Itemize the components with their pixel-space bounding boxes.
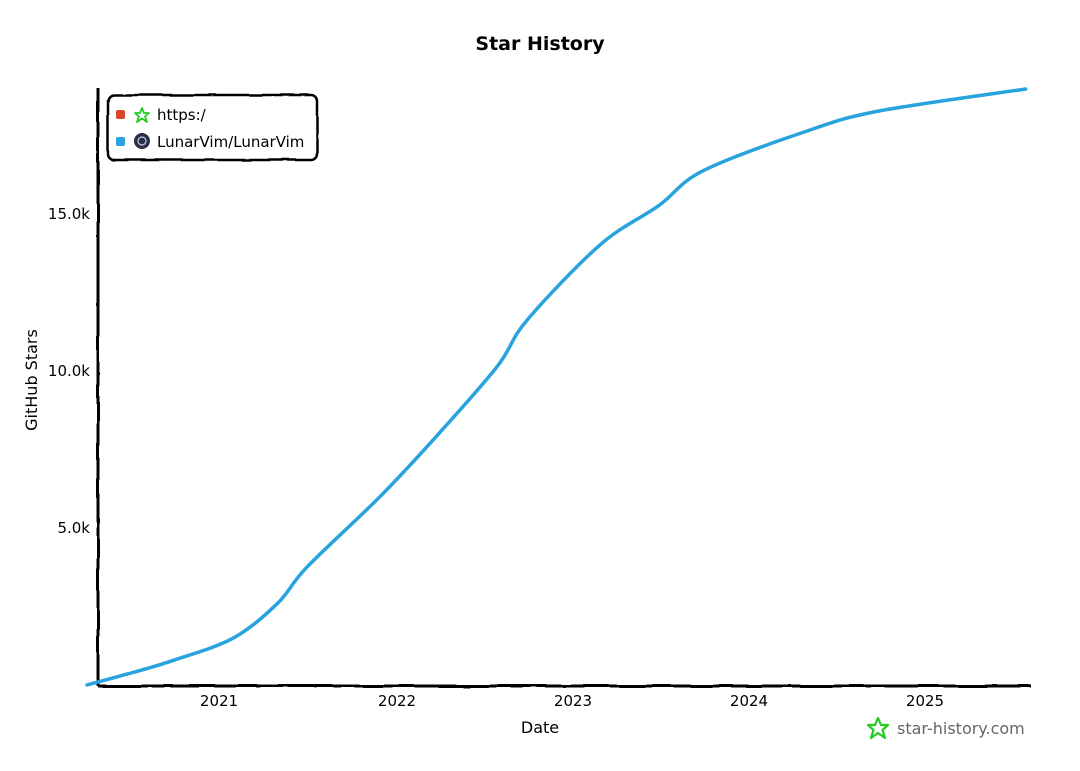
x-tick-label: 2025 (906, 692, 944, 710)
legend-box (106, 93, 319, 162)
y-tick-label: 5.0k (57, 519, 90, 537)
legend-item-lunarvim: LunarVim/LunarVim (116, 133, 304, 151)
y-tick-label: 15.0k (48, 205, 90, 223)
legend-swatch-blue (116, 137, 125, 146)
legend-label: LunarVim/LunarVim (157, 133, 304, 151)
x-tick-label: 2021 (200, 692, 238, 710)
legend-swatch-red (116, 110, 125, 119)
axes (96, 88, 1031, 688)
legend: https:/ LunarVim/LunarVim (106, 93, 319, 162)
legend-item-https: https:/ (116, 106, 207, 124)
lunarvim-avatar-icon (134, 133, 150, 149)
star-history-logo-icon (134, 107, 150, 123)
y-tick-label: 10.0k (48, 362, 90, 380)
chart-title: Star History (475, 33, 605, 55)
watermark-text: star-history.com (897, 719, 1025, 738)
y-ticks: 5.0k 10.0k 15.0k (48, 205, 90, 537)
x-tick-label: 2022 (378, 692, 416, 710)
x-tick-label: 2024 (730, 692, 768, 710)
y-axis-label: GitHub Stars (22, 329, 41, 431)
legend-label: https:/ (157, 106, 207, 124)
star-history-logo-icon (866, 716, 890, 740)
series-line-lunarvim (85, 87, 1028, 687)
x-tick-label: 2023 (554, 692, 592, 710)
watermark: star-history.com (866, 716, 1025, 740)
x-ticks: 2021 2022 2023 2024 2025 (200, 692, 944, 710)
x-axis-label: Date (521, 718, 559, 737)
